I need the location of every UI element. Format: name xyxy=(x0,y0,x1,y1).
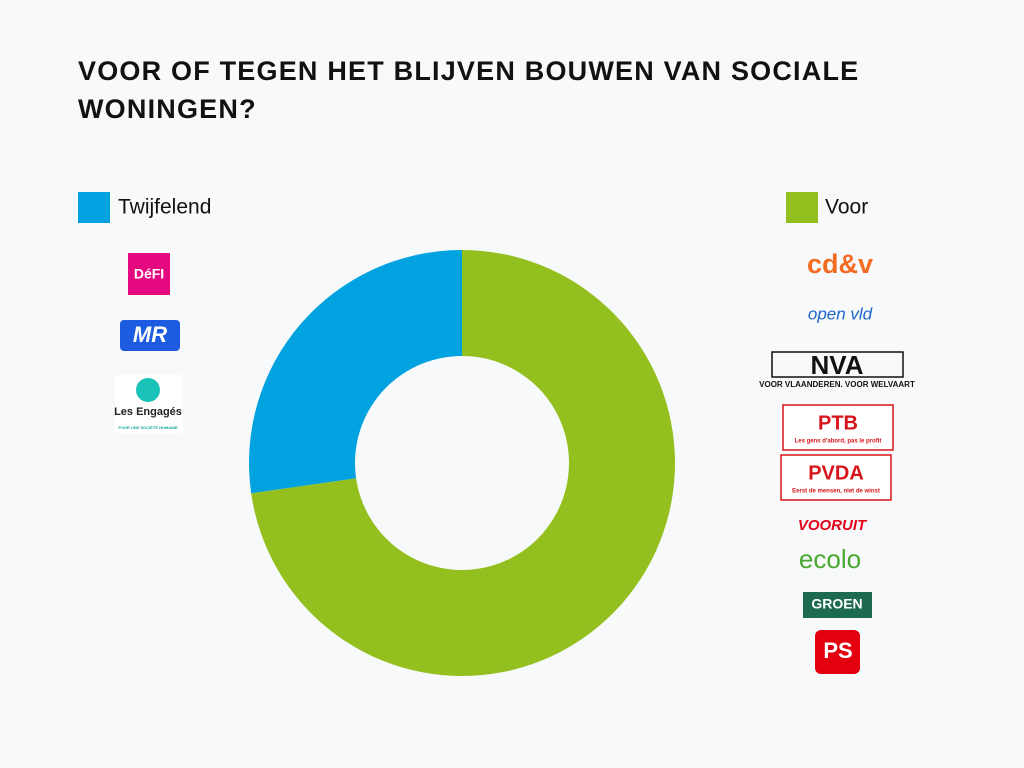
logo-box xyxy=(128,253,170,295)
party-logo: GROEN xyxy=(811,596,862,612)
party-tagline: Eerst de mensen, niet de winst xyxy=(792,489,880,495)
logo-icon xyxy=(136,378,160,402)
legend-swatch xyxy=(786,192,818,223)
party-logo: open vld xyxy=(808,304,873,323)
legend-swatch xyxy=(78,192,110,223)
logo-box xyxy=(771,351,904,378)
slice xyxy=(251,250,675,676)
party-logo: ecolo xyxy=(799,544,861,574)
party-logo: PS xyxy=(823,638,852,663)
party-logo: NVA xyxy=(811,350,864,380)
party-logo: MR xyxy=(133,322,167,347)
logo-box xyxy=(782,404,894,451)
party-tagline: POUR UNE SOCIÉTÉ HUMAINE xyxy=(118,425,178,430)
party-logo: DéFI xyxy=(134,266,164,282)
logo-box xyxy=(780,454,892,501)
chart-title: VOOR OF TEGEN HET BLIJVEN BOUWEN VAN SOC… xyxy=(78,56,860,124)
slice xyxy=(248,250,462,494)
party-logo: cd&v xyxy=(807,249,873,279)
party-logo: Les Engagés xyxy=(114,406,182,418)
party-logo: PVDA xyxy=(808,462,864,484)
logo-box xyxy=(120,320,180,351)
logo-box xyxy=(815,630,860,674)
party-tagline: VOOR VLAANDEREN. VOOR WELVAART xyxy=(759,380,915,389)
legend-label: Voor xyxy=(825,196,868,219)
party-logo: VOORUIT xyxy=(798,517,868,534)
logo-box xyxy=(803,592,872,618)
party-tagline: Les gens d'abord, pas le profit xyxy=(795,439,882,445)
legend-label: Twijfelend xyxy=(118,196,211,219)
party-logo: PTB xyxy=(818,412,858,434)
